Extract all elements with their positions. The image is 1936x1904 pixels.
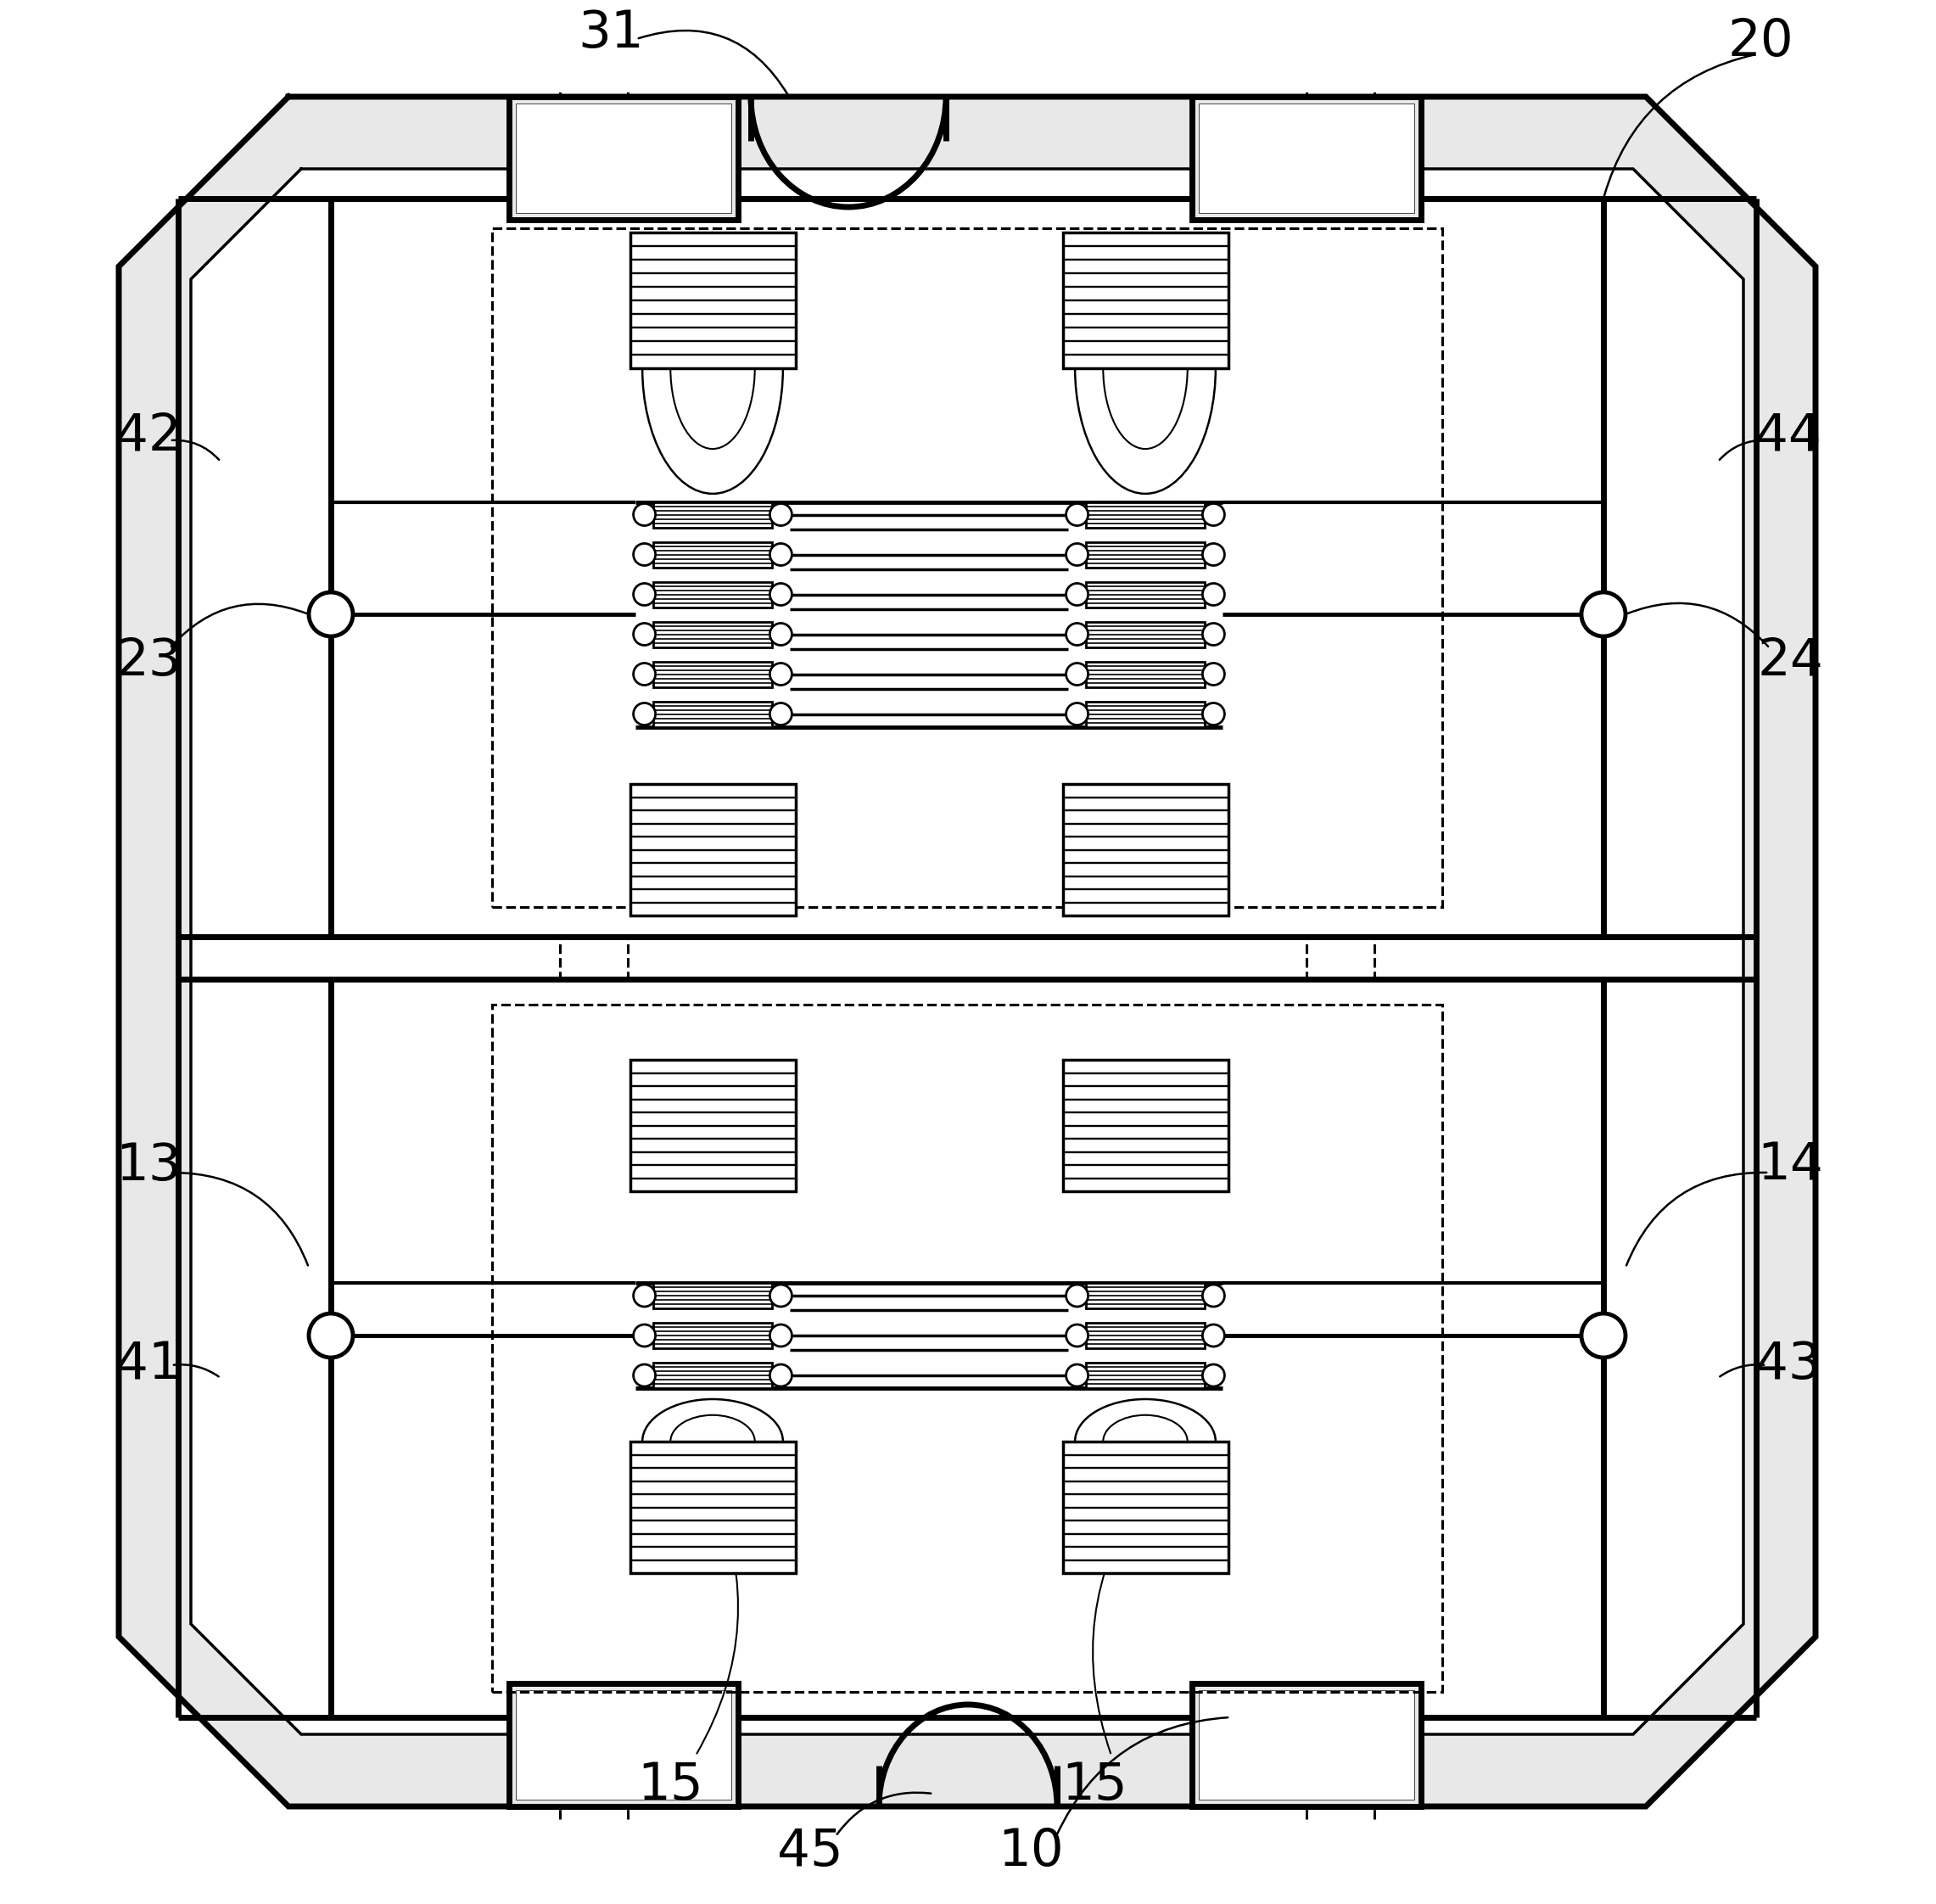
Bar (629, 1441, 796, 1573)
Circle shape (771, 503, 792, 526)
Circle shape (1582, 592, 1626, 636)
Circle shape (633, 1365, 656, 1386)
Bar (652, 503, 772, 527)
Circle shape (771, 1285, 792, 1306)
Circle shape (1202, 663, 1225, 685)
Text: 23: 23 (116, 636, 182, 685)
Circle shape (1067, 663, 1088, 685)
Circle shape (771, 543, 792, 565)
Circle shape (1582, 1314, 1626, 1358)
Circle shape (310, 1314, 352, 1358)
Circle shape (1202, 583, 1225, 605)
Text: 41: 41 (116, 1340, 182, 1390)
Bar (629, 232, 796, 367)
Circle shape (633, 503, 656, 526)
Text: 42: 42 (116, 411, 182, 461)
Bar (1193, 97, 1421, 219)
Bar (1086, 543, 1204, 567)
Circle shape (1067, 543, 1088, 565)
Bar (1198, 1691, 1413, 1799)
Text: 44: 44 (1756, 411, 1822, 461)
Bar (1086, 661, 1204, 687)
Polygon shape (192, 169, 1744, 1735)
Bar (1086, 1363, 1204, 1388)
Bar (652, 1323, 772, 1348)
Circle shape (633, 1325, 656, 1346)
Bar (1063, 784, 1227, 916)
Text: 14: 14 (1758, 1140, 1824, 1190)
Circle shape (1067, 623, 1088, 645)
Text: 31: 31 (577, 8, 645, 59)
Text: 13: 13 (116, 1140, 182, 1190)
Circle shape (1067, 1325, 1088, 1346)
Bar (1193, 1683, 1421, 1807)
Circle shape (1202, 1285, 1225, 1306)
Bar (652, 661, 772, 687)
Circle shape (633, 543, 656, 565)
Circle shape (771, 623, 792, 645)
Bar (1063, 1061, 1227, 1192)
Circle shape (771, 703, 792, 725)
Circle shape (633, 583, 656, 605)
Text: 24: 24 (1758, 636, 1824, 685)
Bar (1086, 701, 1204, 727)
Circle shape (1067, 703, 1088, 725)
Circle shape (771, 1325, 792, 1346)
Circle shape (1067, 1365, 1088, 1386)
Bar (629, 784, 796, 916)
Polygon shape (118, 97, 1816, 1807)
Bar (1198, 103, 1413, 213)
Bar (492, 1005, 1442, 1693)
Circle shape (771, 1365, 792, 1386)
Circle shape (310, 592, 352, 636)
Bar (1063, 1441, 1227, 1573)
Text: 15: 15 (1061, 1759, 1127, 1811)
Circle shape (771, 663, 792, 685)
Bar (492, 228, 1442, 906)
Circle shape (1202, 503, 1225, 526)
Bar (1063, 232, 1227, 367)
Bar (515, 103, 732, 213)
Text: 10: 10 (997, 1826, 1063, 1877)
Circle shape (633, 623, 656, 645)
Bar (331, 979, 1603, 1717)
Bar (652, 1363, 772, 1388)
Bar (1086, 621, 1204, 647)
Circle shape (1202, 623, 1225, 645)
Bar (652, 581, 772, 607)
Circle shape (1067, 583, 1088, 605)
Bar (652, 701, 772, 727)
Circle shape (1202, 543, 1225, 565)
Text: 15: 15 (637, 1759, 703, 1811)
Text: 43: 43 (1756, 1340, 1822, 1390)
Text: 20: 20 (1727, 17, 1793, 67)
Bar (331, 198, 1603, 937)
Circle shape (1202, 1365, 1225, 1386)
Bar (509, 1683, 738, 1807)
Text: 25: 25 (1065, 232, 1133, 284)
Bar (652, 1283, 772, 1308)
Circle shape (633, 703, 656, 725)
Bar (629, 1061, 796, 1192)
Circle shape (1202, 703, 1225, 725)
Bar (652, 543, 772, 567)
Text: 25: 25 (647, 232, 712, 284)
Bar (1086, 1283, 1204, 1308)
Bar (652, 621, 772, 647)
Circle shape (633, 1285, 656, 1306)
Circle shape (1067, 1285, 1088, 1306)
Circle shape (1202, 1325, 1225, 1346)
Bar (1086, 581, 1204, 607)
Bar (515, 1691, 732, 1799)
Bar (1086, 503, 1204, 527)
Circle shape (1067, 503, 1088, 526)
Bar (1086, 1323, 1204, 1348)
Text: 45: 45 (776, 1826, 844, 1877)
Circle shape (771, 583, 792, 605)
Bar (509, 97, 738, 219)
Circle shape (633, 663, 656, 685)
